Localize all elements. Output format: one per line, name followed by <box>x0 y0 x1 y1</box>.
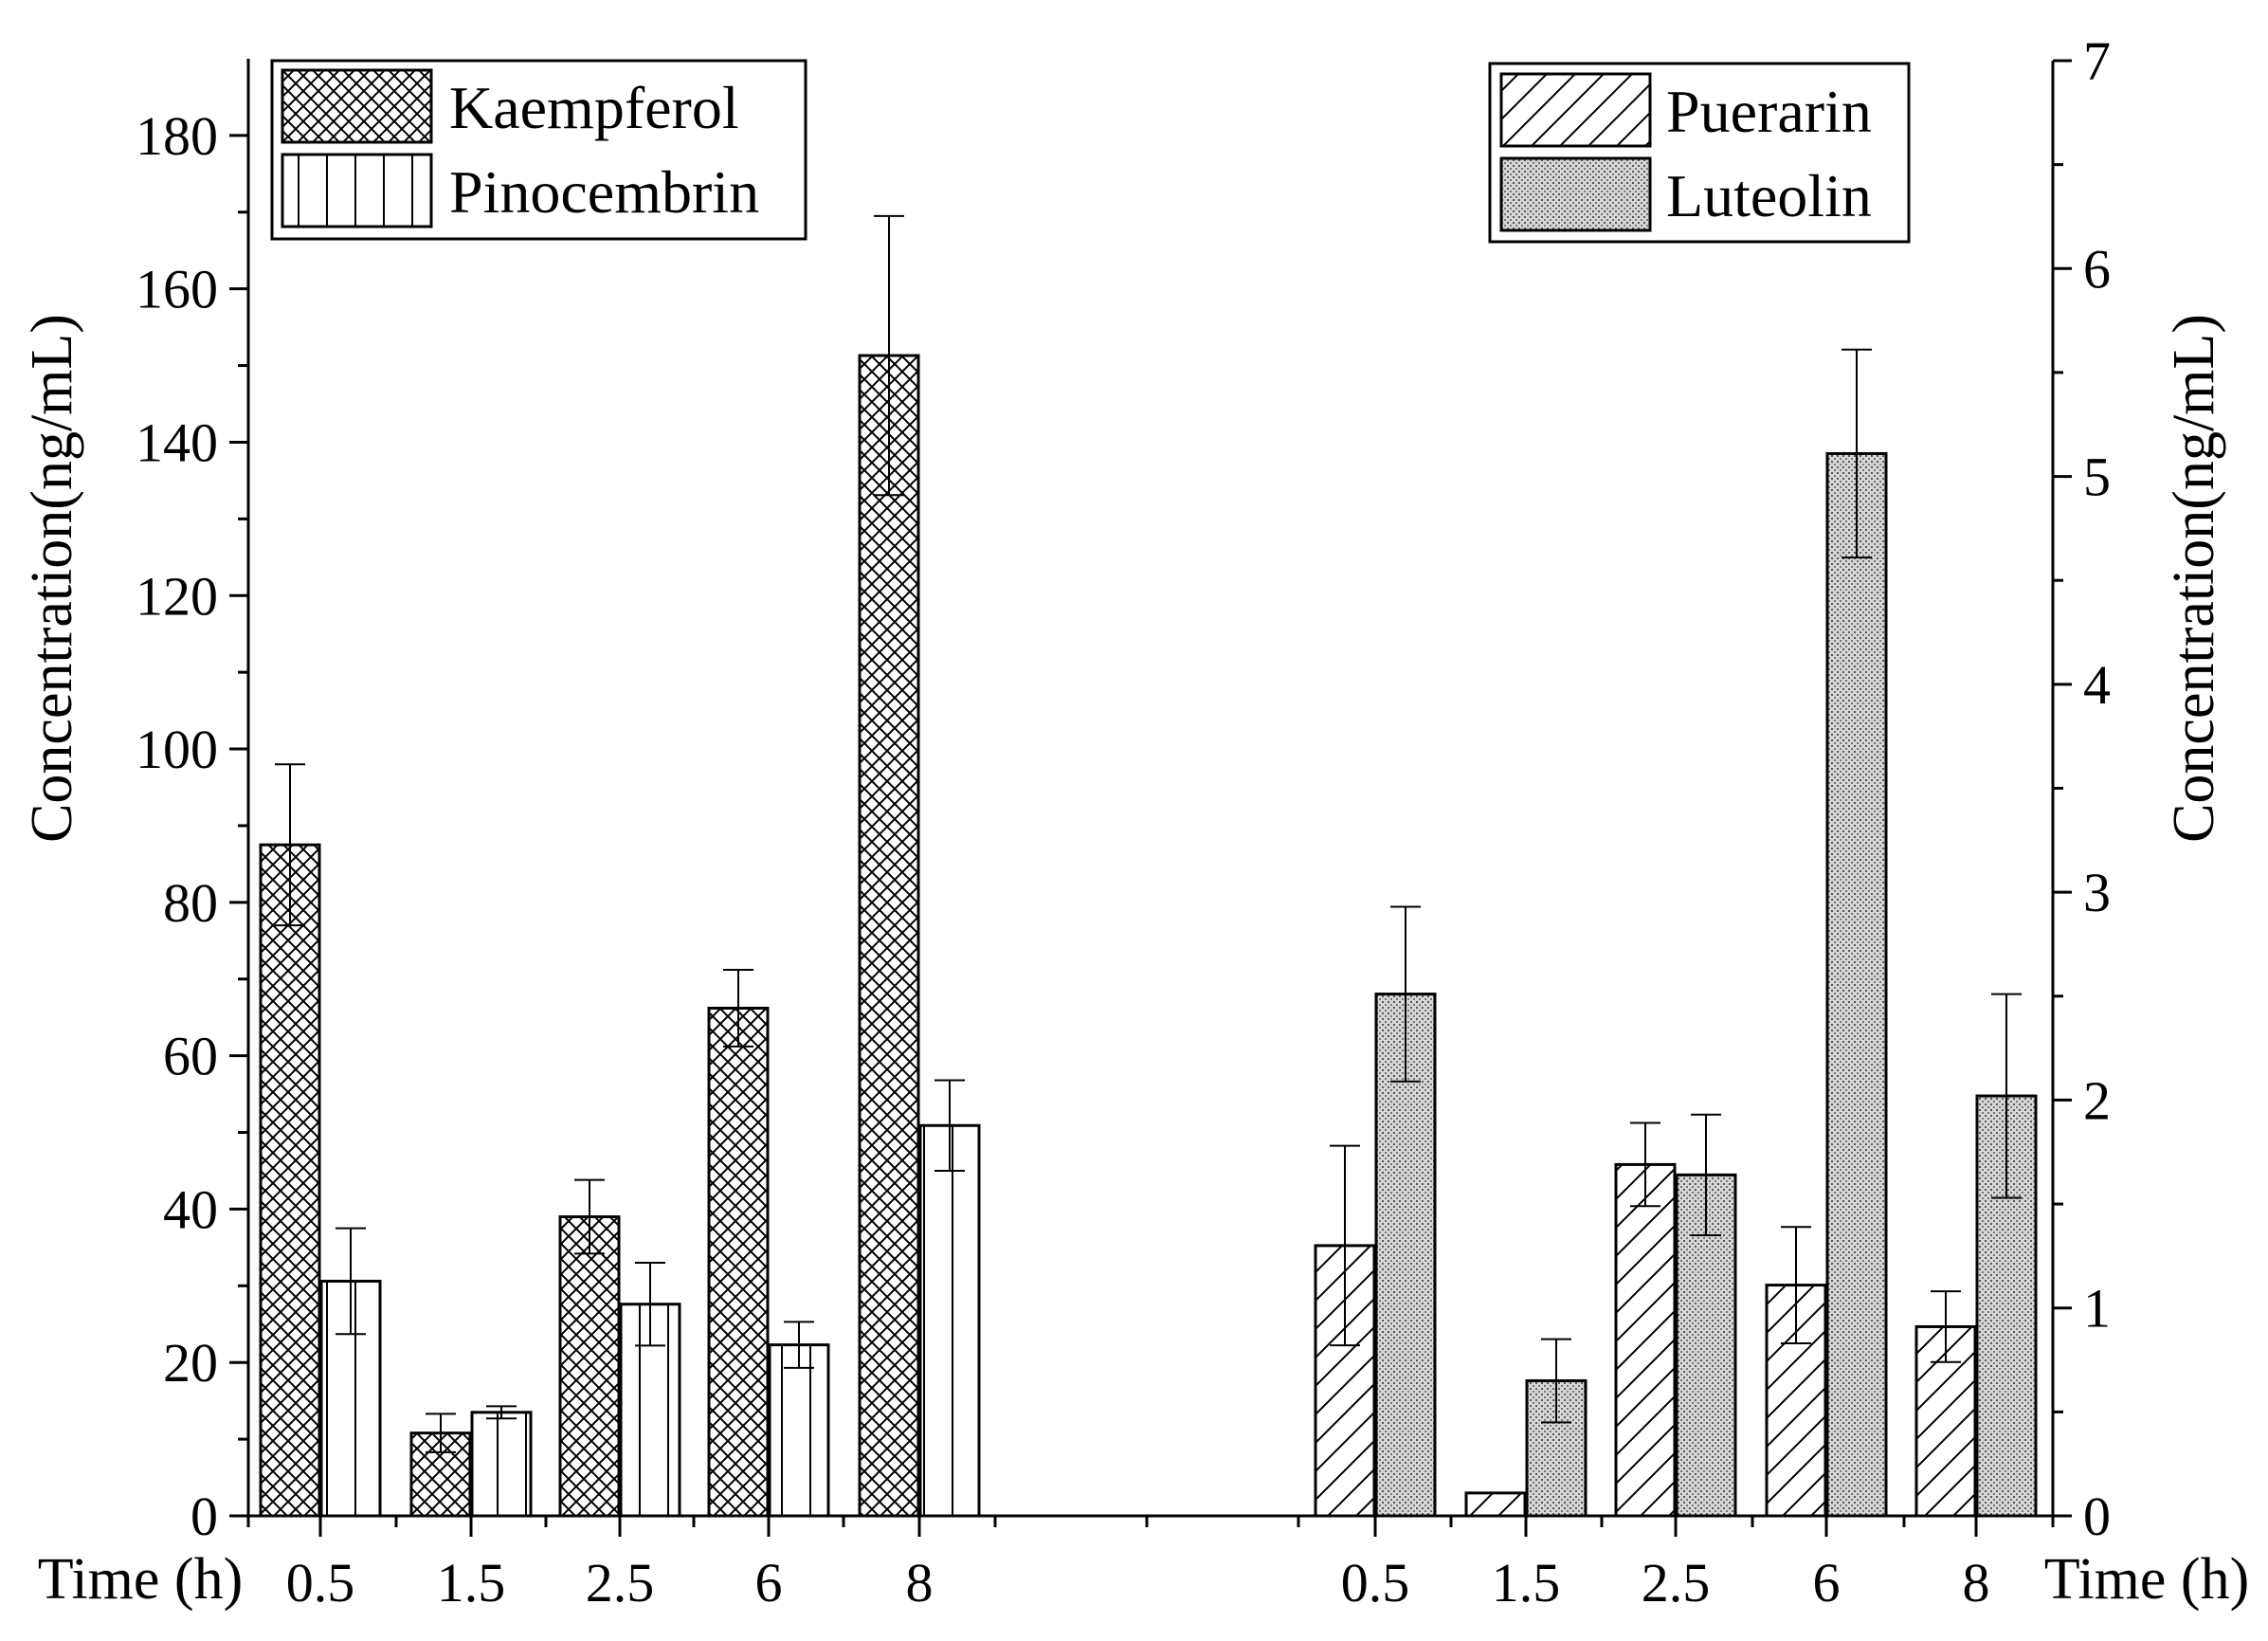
error-bars-layer <box>275 214 2022 1453</box>
right-tick-label: 4 <box>2083 654 2111 716</box>
x-axis-label-left: Time (h) <box>38 1547 243 1612</box>
legend-right: Puerarin Luteolin <box>1488 62 1911 244</box>
legend-label-puerarin: Puerarin <box>1666 78 1872 145</box>
left-tick-label: 80 <box>163 872 218 934</box>
left-axis-title: Concentration(ng/mL) <box>20 314 84 843</box>
left-tick-label: 0 <box>191 1486 218 1547</box>
bar-luteolin <box>1825 451 1888 1518</box>
x-tick-label: 2.5 <box>586 1552 655 1614</box>
right-axis-title: Concentration(ng/mL) <box>2162 314 2226 843</box>
left-tick-label: 100 <box>136 719 218 780</box>
bars-layer <box>259 354 2038 1518</box>
legend-left: Kaempferol Pinocembrin <box>270 59 807 241</box>
bar-pinocembrin <box>768 1343 830 1518</box>
legend-swatch-luteolin <box>1499 156 1652 232</box>
right-tick-label: 6 <box>2083 238 2111 300</box>
right-tick-label: 2 <box>2083 1069 2111 1131</box>
legend-label-luteolin: Luteolin <box>1666 162 1872 229</box>
left-tick-label: 160 <box>136 259 218 320</box>
x-tick-label: 1.5 <box>1492 1552 1561 1614</box>
x-tick-label: 0.5 <box>286 1552 355 1614</box>
right-tick-label: 3 <box>2083 862 2111 923</box>
bar-puerarin <box>1314 1244 1376 1518</box>
bar-kaempferol <box>858 354 920 1518</box>
legend-label-kaempferol: Kaempferol <box>449 74 739 141</box>
left-tick-label: 60 <box>163 1026 218 1087</box>
bar-puerarin <box>1464 1491 1527 1518</box>
right-tick-label: 7 <box>2083 30 2111 92</box>
right-tick-label: 5 <box>2083 447 2111 508</box>
x-tick-label: 6 <box>1813 1552 1841 1614</box>
x-axis-label-right: Time (h) <box>2044 1547 2249 1612</box>
bar-puerarin <box>1614 1162 1677 1518</box>
bar-kaempferol <box>558 1215 621 1518</box>
bar-kaempferol <box>259 843 321 1518</box>
right-tick-label: 1 <box>2083 1278 2111 1340</box>
x-tick-label: 6 <box>755 1552 783 1614</box>
right-tick-label: 0 <box>2083 1486 2111 1547</box>
left-tick-label: 40 <box>163 1178 218 1240</box>
bar-pinocembrin <box>470 1411 533 1518</box>
x-tick-label: 1.5 <box>437 1552 506 1614</box>
left-tick-label: 140 <box>136 411 218 473</box>
left-tick-label: 180 <box>136 105 218 167</box>
legend-swatch-pinocembrin <box>281 153 433 228</box>
x-tick-label: 0.5 <box>1341 1552 1410 1614</box>
bar-pinocembrin <box>918 1123 981 1518</box>
legend-label-pinocembrin: Pinocembrin <box>449 158 759 226</box>
legend-swatch-puerarin <box>1499 72 1652 148</box>
x-tick-label: 8 <box>906 1552 934 1614</box>
bar-kaempferol <box>707 1006 770 1518</box>
labels-layer: 0 20 40 60 80 100 120 140 160 180 0 1 2 3 4 5 6 7 0.5 1.5 2.… <box>136 30 2111 1614</box>
left-tick-label: 20 <box>163 1332 218 1394</box>
legend-swatch-kaempferol <box>281 68 433 144</box>
axes-layer <box>229 59 2072 1537</box>
left-tick-label: 120 <box>136 565 218 627</box>
x-tick-label: 8 <box>1963 1552 1990 1614</box>
x-tick-label: 2.5 <box>1642 1552 1711 1614</box>
